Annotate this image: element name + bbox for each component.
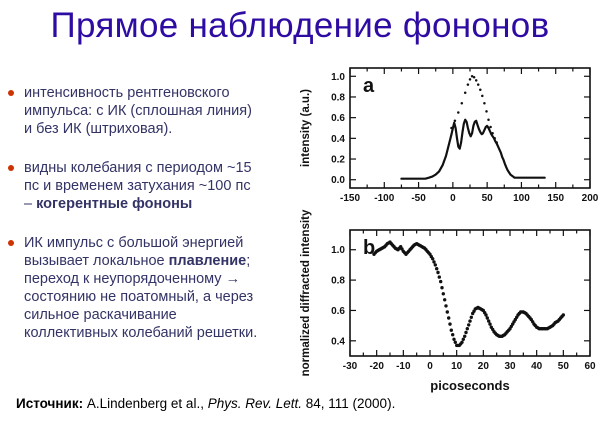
svg-text:0.4: 0.4: [331, 134, 345, 145]
bullet-segment-bold: когерентные фононы: [36, 196, 193, 212]
bullet-dot-icon: [8, 240, 14, 246]
svg-text:0.2: 0.2: [331, 155, 345, 166]
bullet-text: интенсивность рентгеновского импульса: с…: [24, 84, 262, 138]
xray-intensity-chart: -150 -100 -50 0 50 100 150 200 0.0 0.2 0.4 0.6 0.8 1.…: [300, 67, 599, 204]
svg-text:0.6: 0.6: [331, 306, 345, 317]
svg-text:intensity (a.u.): intensity (a.u.): [300, 89, 312, 167]
svg-text:1.0: 1.0: [331, 245, 345, 256]
svg-text:-10: -10: [396, 361, 411, 372]
svg-text:50: 50: [482, 193, 494, 204]
svg-text:60: 60: [584, 361, 596, 372]
diffracted-intensity-chart: -30 -20 -10 0 10 20 30 40 50 60 0.4 0.6 0.8 1.0 b norma…: [300, 209, 596, 393]
svg-text:10: 10: [451, 361, 463, 372]
source-label: Источник:: [16, 396, 84, 411]
svg-text:a: a: [363, 75, 375, 97]
svg-text:-50: -50: [411, 193, 426, 204]
svg-text:0.8: 0.8: [331, 276, 345, 287]
svg-text:0.4: 0.4: [331, 336, 345, 347]
bullet-text: видны колебания с периодом ~15 пс и врем…: [24, 159, 262, 213]
svg-text:0.6: 0.6: [331, 113, 345, 124]
svg-text:100: 100: [513, 193, 530, 204]
svg-text:0: 0: [450, 193, 456, 204]
bullet-text: ИК импульс с большой энергией вызывает л…: [24, 234, 262, 342]
bullet-segment: видны колебания с периодом ~15 пс и врем…: [24, 160, 252, 212]
source-journal: Phys. Rev. Lett.: [207, 396, 302, 411]
svg-text:1.0: 1.0: [331, 72, 345, 83]
svg-text:20: 20: [478, 361, 490, 372]
bullet-dot-icon: [8, 165, 14, 171]
svg-text:normalized diffracted intensit: normalized diffracted intensity: [300, 209, 312, 376]
svg-text:-30: -30: [343, 361, 358, 372]
bullet-item: интенсивность рентгеновского импульса: с…: [6, 84, 298, 138]
bullet-segment: интенсивность рентгеновского импульса: с…: [24, 85, 252, 137]
svg-text:30: 30: [504, 361, 516, 372]
svg-text:-100: -100: [374, 193, 394, 204]
svg-text:150: 150: [547, 193, 564, 204]
svg-text:50: 50: [558, 361, 570, 372]
svg-text:-20: -20: [369, 361, 384, 372]
svg-text:-150: -150: [340, 193, 360, 204]
source-citation: Источник: A.Lindenberg et al., Phys. Rev…: [16, 396, 395, 411]
svg-text:40: 40: [531, 361, 543, 372]
svg-text:b: b: [363, 237, 375, 259]
source-rest: 84, 111 (2000).: [302, 396, 396, 411]
bullet-item: ИК импульс с большой энергией вызывает л…: [6, 234, 298, 342]
bullet-dot-icon: [8, 90, 14, 96]
svg-text:200: 200: [582, 193, 599, 204]
bullet-item: видны колебания с периодом ~15 пс и врем…: [6, 159, 298, 213]
bullet-segment: ИК импульс с большой энергией вызывает л…: [24, 235, 244, 269]
svg-text:0.8: 0.8: [331, 92, 345, 103]
source-authors: A.Lindenberg et al.,: [83, 396, 208, 411]
figure-panel: -150 -100 -50 0 50 100 150 200 0.0 0.2 0.4 0.6 0.8 1.…: [298, 62, 600, 394]
svg-text:0.0: 0.0: [331, 175, 345, 186]
svg-text:0: 0: [427, 361, 433, 372]
bullet-segment: ; переход к неупорядоченному → состоянию…: [24, 253, 258, 341]
page-title: Прямое наблюдение фононов: [50, 6, 550, 45]
svg-text:picoseconds: picoseconds: [430, 378, 509, 393]
bullet-segment-bold: плавление: [168, 253, 247, 269]
bullet-list: интенсивность рентгеновского импульса: с…: [6, 84, 298, 363]
